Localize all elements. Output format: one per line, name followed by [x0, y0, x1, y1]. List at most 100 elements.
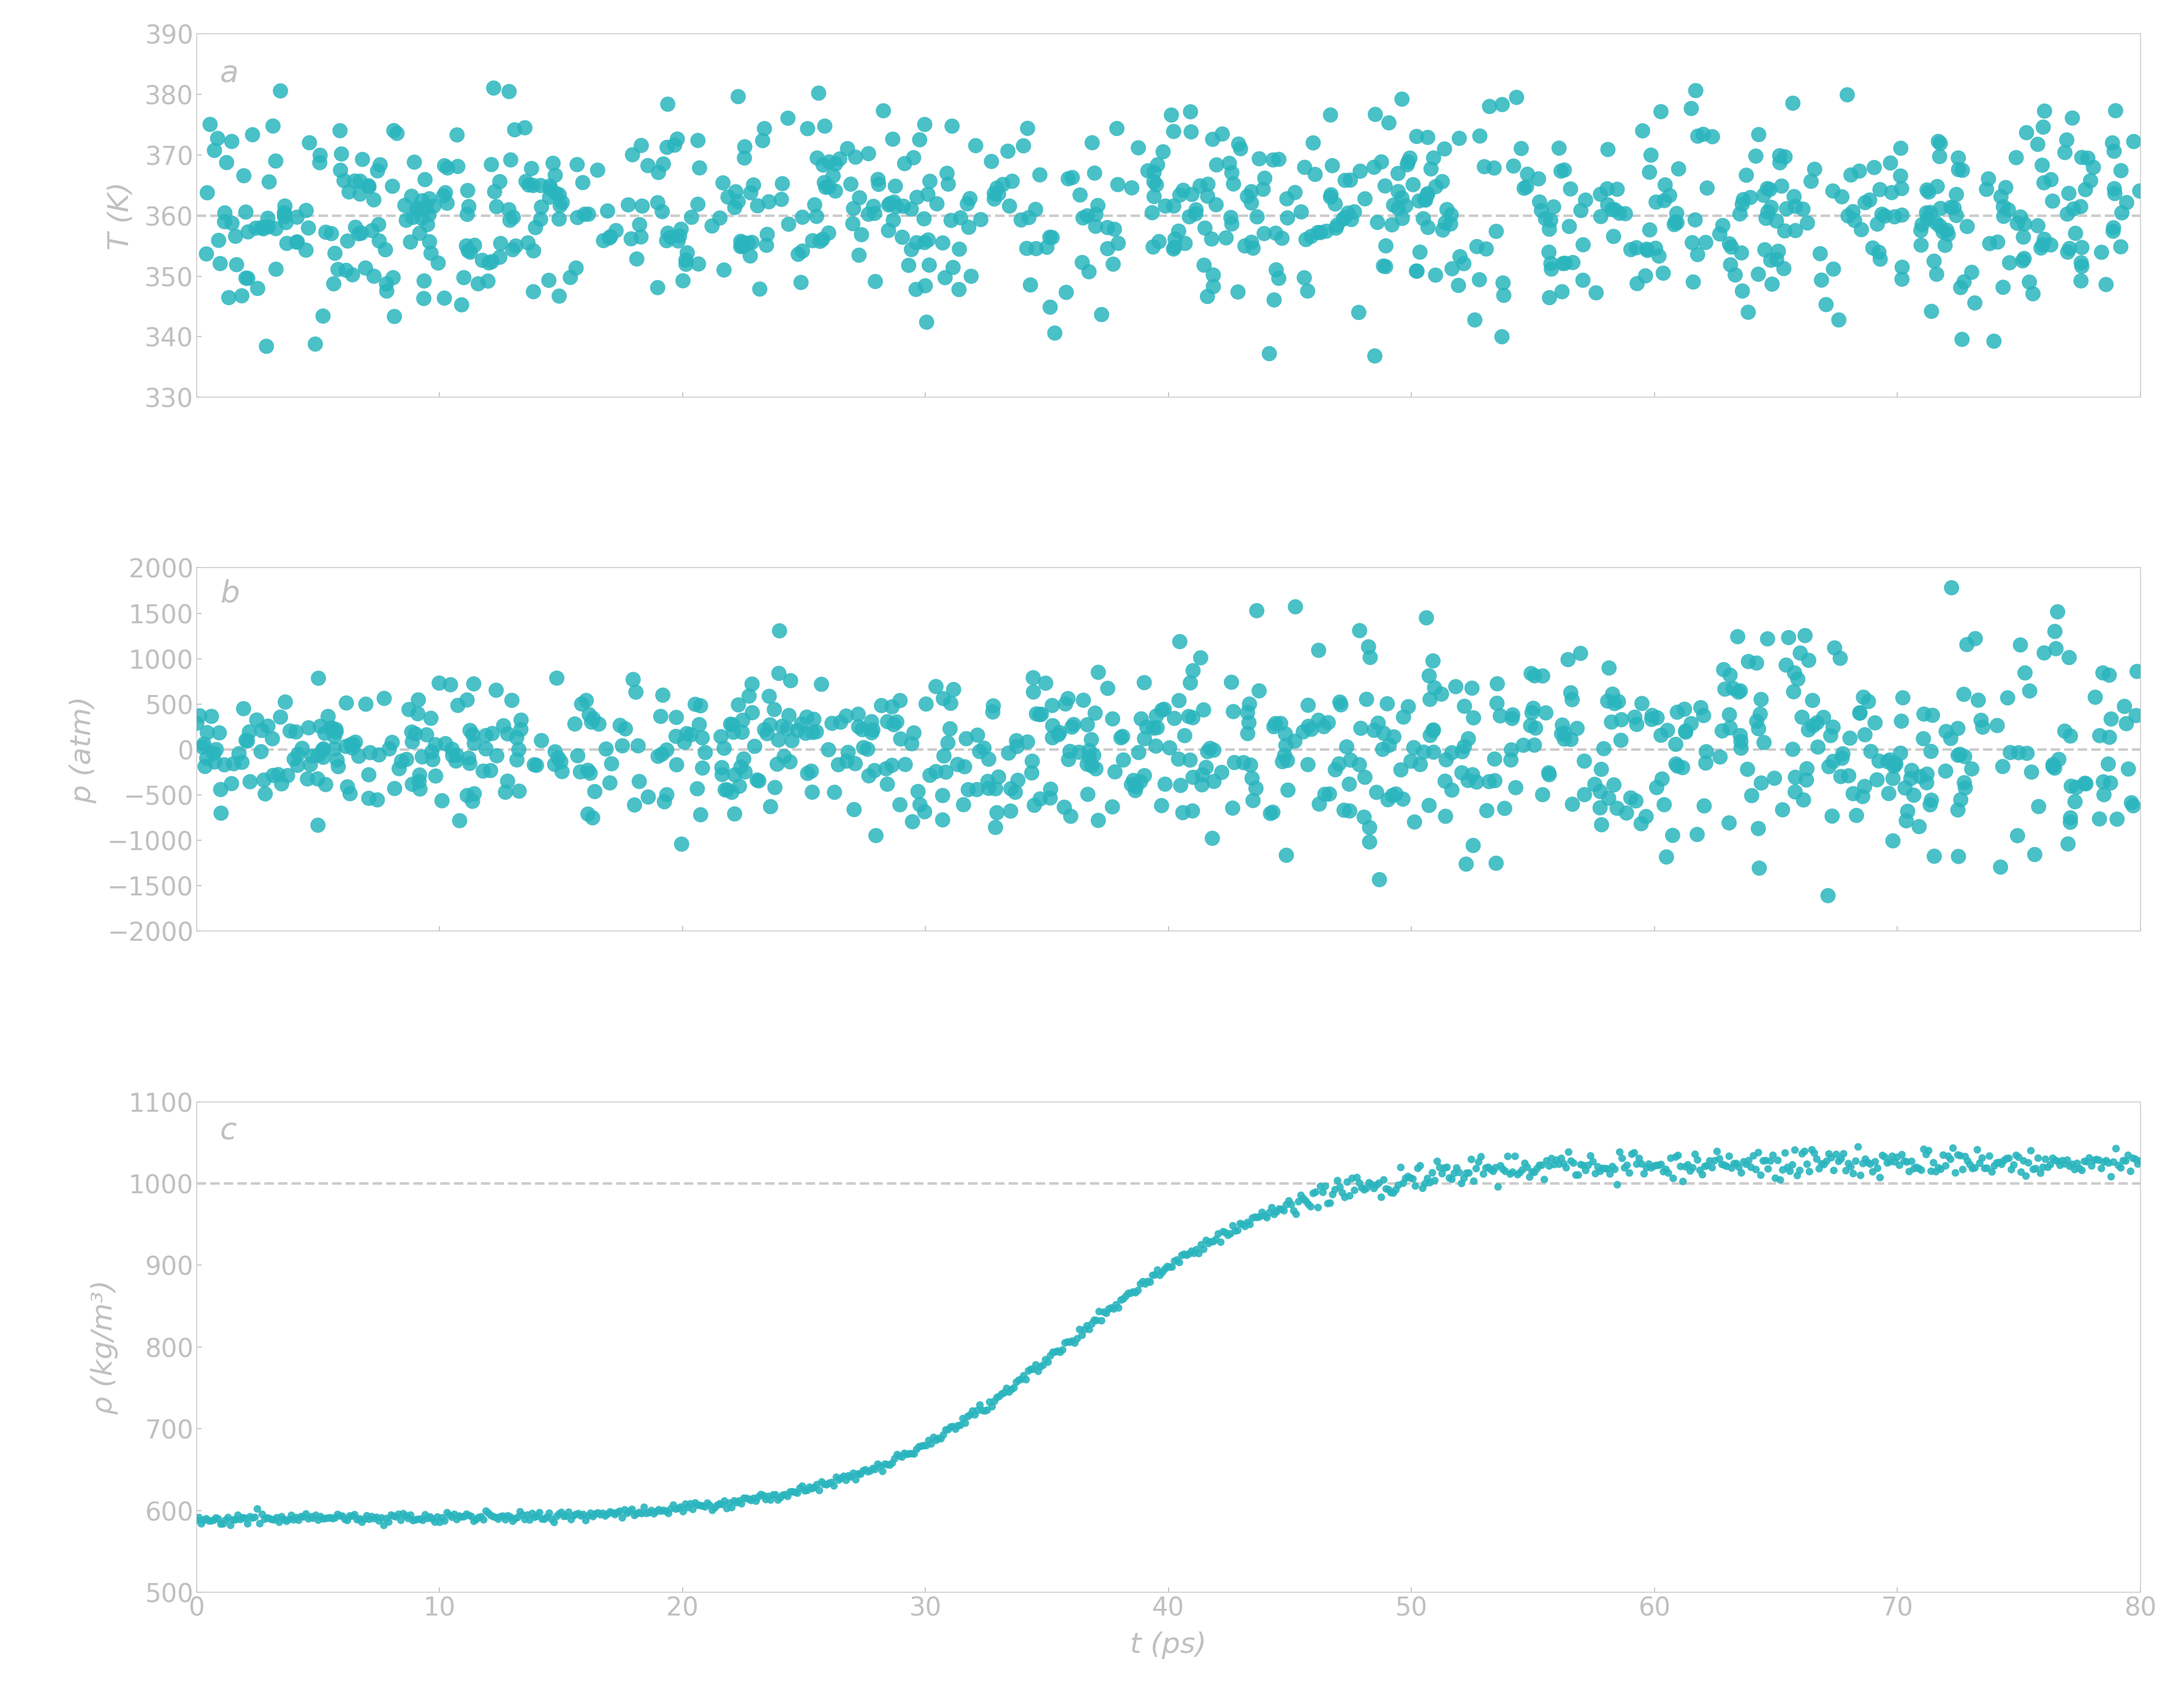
Point: [808, 1470, 843, 1497]
Point: [679, 1492, 714, 1520]
Point: [312, 715, 347, 742]
Point: [1581, 1154, 1616, 1181]
Point: [498, 117, 533, 144]
Point: [280, 229, 314, 256]
Point: [417, 732, 452, 759]
Point: [419, 1503, 454, 1530]
Point: [2011, 269, 2046, 296]
Point: [963, 1391, 998, 1418]
Point: [378, 1503, 413, 1530]
Point: [2046, 139, 2081, 166]
Point: [415, 739, 450, 766]
Point: [1400, 257, 1435, 285]
Point: [1448, 1160, 1483, 1187]
Point: [245, 739, 280, 766]
Point: [1743, 769, 1778, 796]
Point: [404, 744, 439, 771]
Point: [1817, 1157, 1852, 1184]
Point: [2116, 793, 2151, 820]
Point: [1638, 1152, 1673, 1179]
Point: [1743, 701, 1778, 728]
Point: [2114, 1157, 2149, 1184]
Point: [1420, 1149, 1455, 1176]
Point: [1861, 1155, 1896, 1182]
Point: [1673, 1157, 1708, 1184]
Point: [363, 227, 397, 254]
Point: [972, 745, 1007, 772]
Point: [1385, 185, 1420, 212]
Point: [483, 244, 518, 271]
Point: [1762, 149, 1797, 176]
Point: [1850, 1149, 1885, 1176]
Point: [1105, 723, 1140, 750]
Point: [590, 735, 625, 762]
Point: [563, 759, 598, 786]
Point: [804, 671, 839, 698]
Point: [751, 1482, 786, 1509]
Point: [970, 767, 1005, 794]
Point: [321, 256, 356, 283]
Point: [2035, 752, 2070, 779]
Point: [1173, 669, 1208, 696]
Point: [306, 303, 341, 330]
Point: [1865, 200, 1900, 227]
Point: [437, 1501, 472, 1528]
Point: [1621, 269, 1655, 296]
Point: [478, 193, 513, 220]
Point: [555, 1506, 590, 1533]
Point: [802, 1477, 836, 1504]
Point: [895, 720, 930, 747]
Point: [710, 776, 745, 803]
Point: [1885, 202, 1920, 229]
Point: [1053, 803, 1088, 830]
Point: [651, 91, 686, 119]
Point: [1011, 203, 1046, 230]
Y-axis label: T (K): T (K): [107, 181, 135, 249]
Point: [1380, 195, 1415, 222]
Point: [677, 1489, 712, 1516]
Point: [1120, 1277, 1155, 1304]
Point: [1415, 144, 1450, 171]
Point: [906, 1431, 941, 1459]
Point: [1942, 144, 1977, 171]
Point: [799, 718, 834, 745]
Point: [909, 308, 943, 335]
Point: [354, 1503, 389, 1530]
Point: [1647, 259, 1682, 286]
Point: [1660, 208, 1695, 235]
Point: [1166, 800, 1201, 827]
Point: [247, 1506, 282, 1533]
Point: [703, 205, 738, 232]
Point: [1457, 307, 1492, 334]
Point: [317, 271, 352, 298]
Point: [2020, 212, 2055, 239]
Point: [1190, 183, 1225, 210]
Point: [1186, 696, 1221, 723]
Point: [594, 224, 629, 251]
Point: [1385, 205, 1420, 232]
Point: [1992, 249, 2027, 276]
Point: [1972, 230, 2007, 257]
Point: [646, 151, 681, 178]
Point: [2077, 154, 2112, 181]
Point: [450, 232, 485, 259]
Point: [933, 689, 968, 717]
Point: [1957, 625, 1992, 652]
Point: [406, 1506, 441, 1533]
Point: [1238, 1204, 1273, 1232]
Point: [1738, 1155, 1773, 1182]
Point: [1066, 205, 1101, 232]
Point: [900, 778, 935, 805]
Point: [1878, 750, 1913, 778]
Point: [762, 617, 797, 644]
Point: [994, 168, 1029, 195]
Point: [1234, 1204, 1269, 1232]
Point: [1741, 715, 1776, 742]
Point: [983, 1382, 1018, 1409]
Point: [1920, 261, 1955, 288]
Point: [395, 1508, 430, 1535]
Point: [1297, 161, 1332, 188]
Point: [716, 800, 751, 827]
Point: [725, 234, 760, 261]
Point: [1337, 198, 1372, 225]
